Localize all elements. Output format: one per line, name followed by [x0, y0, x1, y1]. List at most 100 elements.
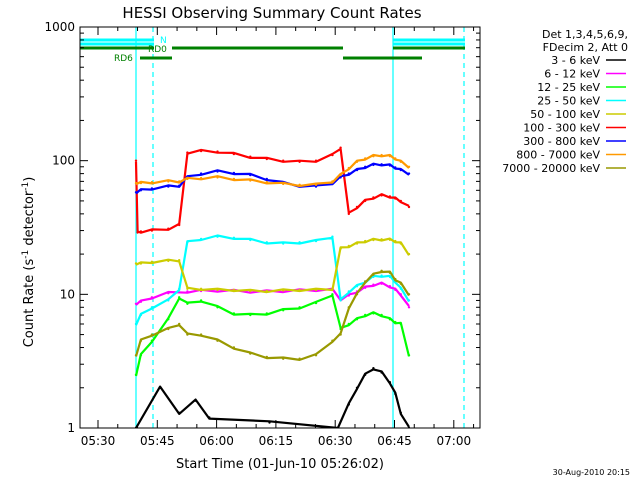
series-4-point-3 — [167, 259, 170, 263]
series-4-point-17 — [355, 242, 359, 245]
legend-header-1: FDecim 2, Att 0 — [543, 41, 628, 54]
series-1-point-15 — [347, 294, 350, 297]
y-axis-label-end: ) — [22, 177, 37, 182]
series-8-point-20 — [380, 269, 383, 272]
series-3-point-24 — [407, 299, 411, 302]
series-2-point-0 — [134, 373, 138, 376]
series-5-point-8 — [216, 150, 219, 153]
series-2-point-2 — [150, 339, 154, 342]
legend-label-8: 7000 - 20000 keV — [502, 162, 600, 175]
series-7-point-19 — [372, 155, 375, 158]
series-3-point-15 — [339, 299, 342, 302]
series-5-point-19 — [364, 199, 367, 203]
series-4-point-4 — [178, 259, 181, 262]
flag-label-rd6: RD6 — [114, 54, 133, 64]
series-8-point-23 — [399, 282, 402, 285]
series-6-point-23 — [399, 168, 402, 172]
series-8-point-16 — [347, 306, 350, 309]
series-7-point-17 — [355, 160, 359, 163]
y-axis-label: Count Rate (s-1 detector-1) — [21, 177, 37, 348]
series-5-point-4 — [167, 227, 170, 230]
series-0-point-5 — [268, 421, 271, 424]
series-6-point-17 — [355, 168, 359, 172]
series-0-point-10 — [372, 367, 375, 370]
legend-label-6: 300 - 800 keV — [523, 135, 600, 148]
series-7-point-10 — [265, 181, 268, 184]
series-3-point-10 — [265, 241, 268, 244]
series-6-point-1 — [139, 189, 143, 192]
series-line-0 — [135, 368, 410, 428]
series-6-point-15 — [339, 176, 342, 179]
series-5-point-7 — [199, 149, 203, 153]
series-5-point-17 — [347, 212, 350, 216]
series-1-point-3 — [167, 292, 170, 295]
series-8-point-11 — [282, 357, 285, 360]
series-5-point-3 — [150, 229, 154, 232]
series-1-point-18 — [372, 283, 375, 286]
series-5-point-22 — [388, 195, 392, 198]
series-0-point-11 — [380, 371, 383, 374]
series-1-point-23 — [407, 306, 411, 309]
series-8-point-6 — [199, 333, 203, 336]
series-3-point-17 — [355, 285, 359, 288]
series-8-point-0 — [134, 354, 138, 357]
series-7-point-16 — [347, 166, 350, 170]
legend-label-3: 25 - 50 keV — [537, 95, 600, 108]
series-8-point-7 — [216, 339, 219, 342]
series-0-point-2 — [178, 411, 181, 414]
series-5-point-18 — [355, 205, 359, 209]
series-8-point-8 — [232, 346, 236, 349]
y-tick-label-2: 100 — [52, 154, 75, 168]
footer-date: 30-Aug-2010 20:15 — [553, 468, 630, 477]
series-5-point-13 — [298, 160, 301, 163]
series-0-point-7 — [347, 403, 350, 406]
series-2-point-20 — [380, 313, 383, 317]
series-4-point-12 — [298, 288, 301, 292]
series-3-point-3 — [167, 299, 170, 302]
series-5-point-23 — [394, 197, 397, 200]
series-6-point-4 — [178, 184, 181, 187]
series-6-point-13 — [314, 185, 318, 188]
series-line-2 — [134, 294, 411, 377]
series-2-point-12 — [298, 306, 301, 309]
series-7-point-24 — [407, 165, 411, 168]
y-tick-label-3: 1000 — [44, 20, 75, 34]
series-7-point-21 — [388, 155, 392, 158]
series-5-point-11 — [265, 157, 268, 161]
series-8-point-1 — [139, 339, 143, 342]
series-3-point-8 — [232, 236, 236, 239]
x-tick-label-0: 05:30 — [81, 434, 116, 448]
series-2-point-13 — [314, 301, 318, 305]
series-8-point-12 — [298, 357, 301, 360]
series-4-point-24 — [407, 252, 411, 256]
series-5-point-15 — [331, 153, 334, 157]
series-6-point-6 — [199, 172, 203, 175]
legend-label-2: 12 - 25 keV — [537, 81, 600, 94]
series-7-point-6 — [199, 176, 203, 180]
series-6-point-24 — [407, 172, 411, 175]
series-6-point-7 — [216, 170, 219, 173]
series-line-6 — [135, 162, 410, 195]
series-4-point-23 — [399, 242, 402, 245]
series-3-point-20 — [380, 274, 383, 277]
series-5-point-24 — [399, 199, 402, 203]
series-5-point-0 — [134, 159, 138, 162]
x-tick-label-2: 06:00 — [199, 434, 234, 448]
series-4-point-15 — [339, 247, 342, 250]
series-5-point-1 — [136, 231, 139, 234]
series-7-point-3 — [167, 180, 170, 183]
series-6-point-20 — [380, 163, 383, 166]
series-4-point-16 — [347, 244, 350, 248]
series-2-point-8 — [232, 312, 236, 315]
series-8-point-4 — [178, 322, 181, 326]
x-tick-label-4: 06:30 — [318, 434, 353, 448]
series-5-point-21 — [380, 194, 383, 197]
series-6-point-19 — [372, 163, 375, 167]
series-2-point-3 — [167, 318, 170, 321]
series-6-point-0 — [134, 191, 138, 194]
series-7-point-4 — [178, 180, 181, 183]
series-8-point-21 — [388, 271, 392, 274]
series-3-point-9 — [249, 238, 252, 242]
series-4-point-1 — [139, 262, 143, 265]
